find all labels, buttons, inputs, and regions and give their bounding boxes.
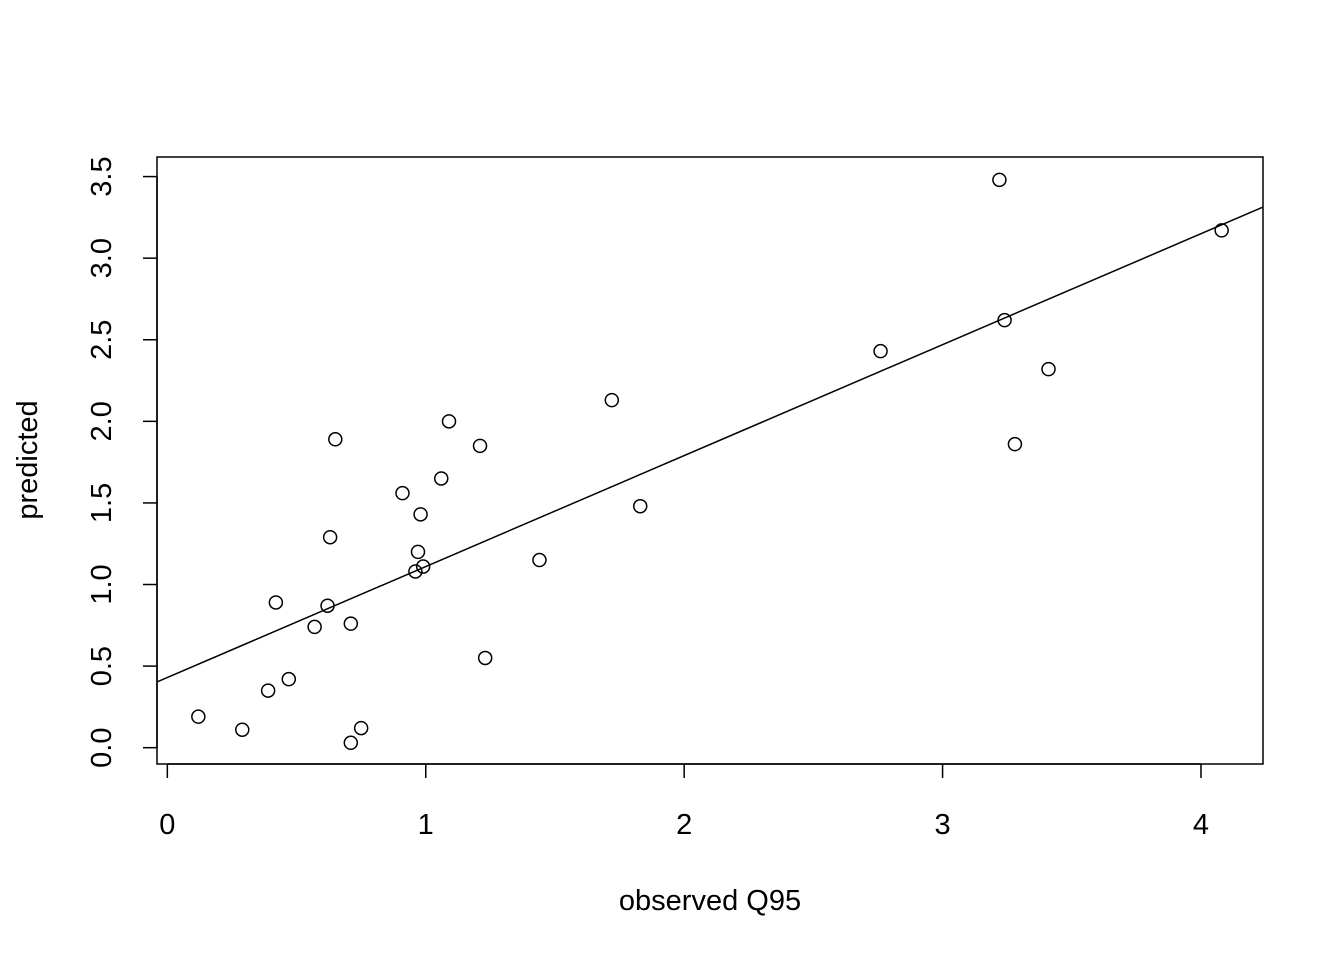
data-point <box>434 471 449 486</box>
data-point <box>873 343 888 359</box>
data-point <box>191 709 206 724</box>
y-axis-title: predicted <box>12 400 44 519</box>
data-point <box>997 312 1012 328</box>
y-tick-label: 1.5 <box>86 483 118 523</box>
y-tick-label: 0.0 <box>86 728 118 768</box>
data-point <box>413 507 428 522</box>
plot-frame <box>156 156 1264 765</box>
data-point <box>415 559 431 574</box>
data-point <box>320 598 335 613</box>
data-point <box>632 498 648 514</box>
data-point <box>281 671 297 687</box>
y-tick-label: 2.5 <box>86 320 118 360</box>
data-point <box>328 432 343 447</box>
y-axis: 0.0 0.5 1.0 1.5 2.0 2.5 3.0 3.5 <box>86 156 158 768</box>
data-point <box>268 595 284 610</box>
x-tick-label: 0 <box>159 809 175 841</box>
regression-line <box>156 206 1264 683</box>
x-tick-label: 1 <box>418 809 434 841</box>
y-tick-label: 2.0 <box>86 401 118 441</box>
data-point <box>532 552 547 568</box>
x-tick-label: 4 <box>1193 809 1209 841</box>
data-point <box>235 722 250 737</box>
data-point <box>307 619 322 635</box>
data-point <box>992 172 1007 188</box>
data-point <box>322 529 338 545</box>
data-point <box>343 735 359 751</box>
data-point <box>1214 223 1229 238</box>
data-point <box>441 414 457 429</box>
data-point <box>343 616 359 631</box>
data-point <box>477 650 493 666</box>
data-point <box>472 438 488 454</box>
data-point <box>260 683 276 698</box>
data-points <box>191 172 1229 751</box>
data-point <box>410 544 426 560</box>
data-point <box>604 392 620 408</box>
y-tick-label: 3.0 <box>86 238 118 278</box>
x-tick-label: 3 <box>934 809 950 841</box>
data-point <box>1041 361 1056 377</box>
x-axis-title: observed Q95 <box>619 885 801 917</box>
x-axis: 0 1 2 3 4 <box>159 763 1209 841</box>
x-tick-label: 2 <box>676 809 692 841</box>
y-tick-label: 1.0 <box>86 564 118 604</box>
data-point <box>1007 436 1023 452</box>
data-point <box>353 720 369 736</box>
regression-line-group <box>156 206 1264 683</box>
data-point <box>395 485 410 501</box>
y-tick-label: 0.5 <box>86 646 118 686</box>
data-point <box>408 564 423 579</box>
y-tick-label: 3.5 <box>86 156 118 196</box>
